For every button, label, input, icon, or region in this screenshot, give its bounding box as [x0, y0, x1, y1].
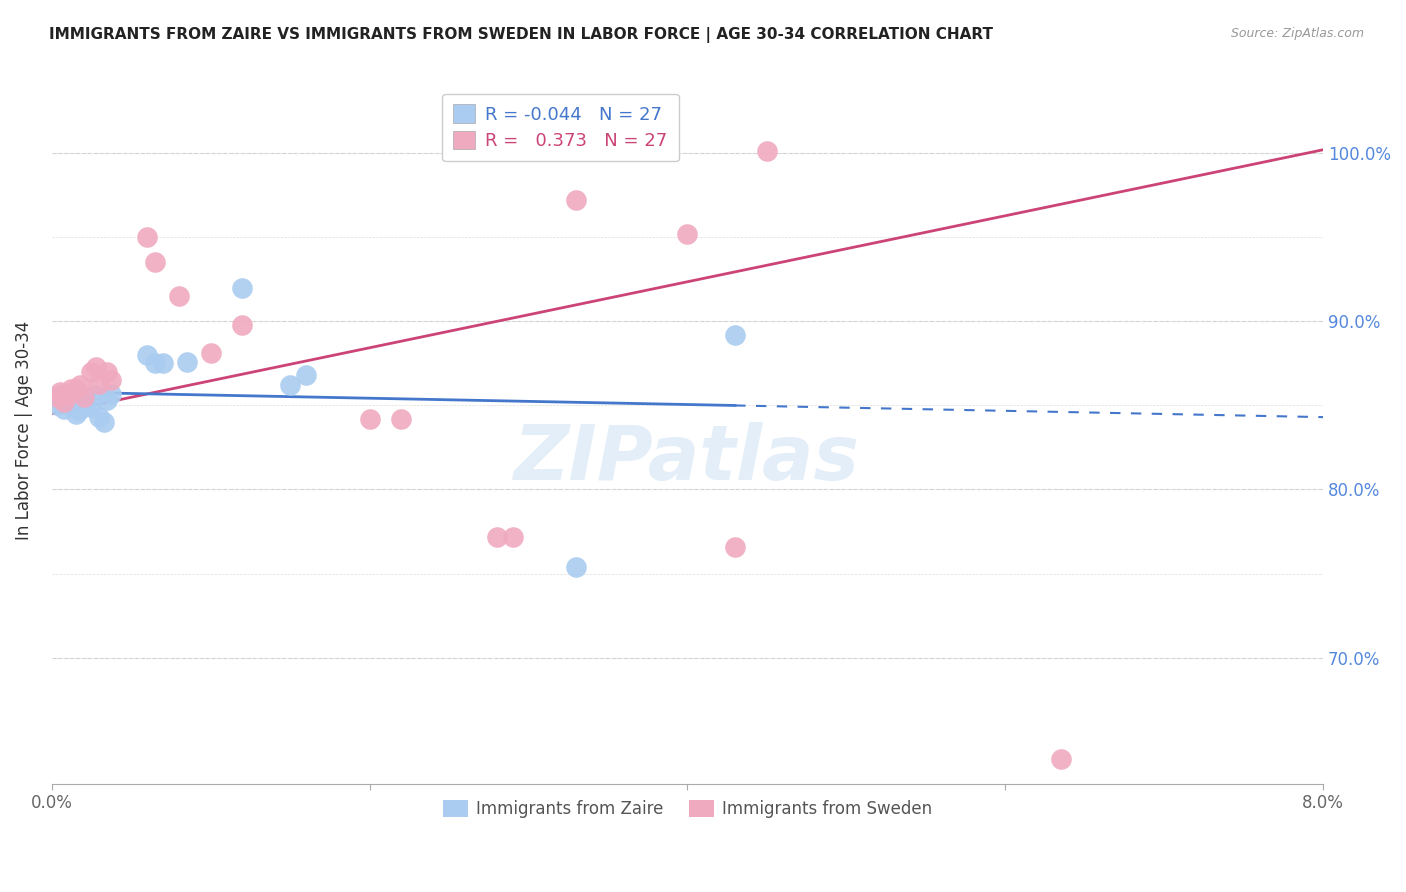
Point [72, 400, 94, 414]
Point [56, 388, 79, 402]
Point [389, 412, 412, 426]
Point [62, 398, 84, 412]
Point [53, 401, 76, 416]
Point [143, 356, 166, 370]
Point [84, 388, 107, 402]
Point [200, 346, 222, 360]
Point [143, 255, 166, 269]
Text: IMMIGRANTS FROM ZAIRE VS IMMIGRANTS FROM SWEDEN IN LABOR FORCE | AGE 30-34 CORRE: IMMIGRANTS FROM ZAIRE VS IMMIGRANTS FROM… [49, 27, 993, 43]
Point [67, 403, 90, 417]
Point [45, 390, 67, 404]
Point [76, 393, 98, 408]
Point [502, 529, 524, 543]
Point [1050, 751, 1073, 765]
Point [167, 289, 190, 303]
Point [45, 390, 67, 404]
Point [231, 280, 253, 294]
Point [80, 365, 103, 379]
Point [45, 398, 67, 412]
Point [84, 359, 107, 374]
Point [65, 382, 87, 396]
Point [96, 393, 118, 408]
Point [65, 407, 87, 421]
Point [295, 368, 318, 383]
Point [565, 193, 588, 207]
Point [176, 354, 198, 368]
Point [231, 318, 253, 332]
Text: ZIPatlas: ZIPatlas [515, 422, 860, 496]
Point [565, 559, 588, 574]
Point [755, 145, 778, 159]
Point [278, 378, 301, 392]
Point [89, 410, 111, 425]
Point [48, 384, 70, 399]
Point [53, 395, 76, 409]
Point [100, 386, 122, 401]
Point [93, 415, 115, 429]
Point [676, 227, 699, 241]
Point [152, 356, 174, 370]
Point [96, 365, 118, 379]
Point [724, 540, 747, 554]
Legend: Immigrants from Zaire, Immigrants from Sweden: Immigrants from Zaire, Immigrants from S… [436, 793, 939, 825]
Point [89, 376, 111, 391]
Point [136, 348, 159, 362]
Point [724, 327, 747, 342]
Point [48, 388, 70, 402]
Text: Source: ZipAtlas.com: Source: ZipAtlas.com [1230, 27, 1364, 40]
Point [80, 400, 103, 414]
Point [56, 395, 79, 409]
Point [69, 378, 91, 392]
Point [52, 397, 75, 411]
Point [59, 390, 82, 404]
Point [359, 412, 381, 426]
Point [100, 373, 122, 387]
Point [485, 529, 508, 543]
Point [136, 230, 159, 244]
Point [59, 382, 82, 396]
Y-axis label: In Labor Force | Age 30-34: In Labor Force | Age 30-34 [15, 321, 32, 541]
Point [72, 390, 94, 404]
